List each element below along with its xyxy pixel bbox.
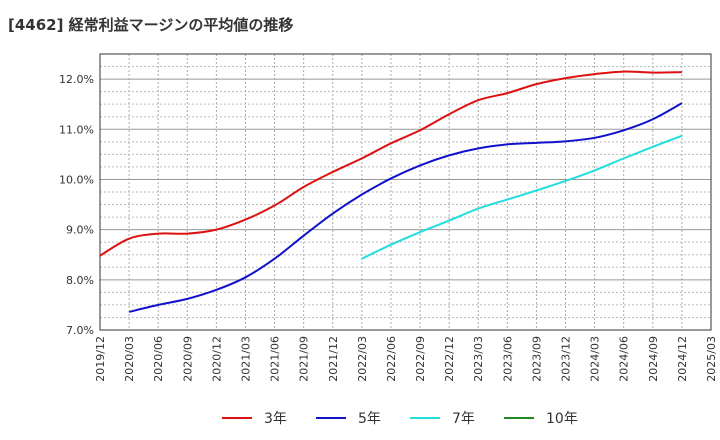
series-line-1 (99, 70, 682, 257)
x-tick-label: 2020/06 (152, 336, 165, 382)
legend-swatch (504, 417, 534, 419)
x-tick-label: 2020/12 (210, 336, 223, 382)
legend-item: 3年 (222, 408, 287, 428)
x-tick-label: 2022/03 (356, 336, 369, 382)
x-tick-label: 2024/03 (589, 336, 602, 382)
legend-label: 5年 (358, 411, 381, 427)
y-tick-label: 11.0% (59, 123, 94, 136)
x-tick-label: 2022/09 (414, 336, 427, 382)
series-line-2 (128, 102, 683, 313)
plot-frame (99, 53, 712, 331)
x-tick-label: 2021/12 (327, 336, 340, 382)
y-tick-label: 10.0% (59, 173, 94, 186)
x-tick-label: 2021/09 (298, 336, 311, 382)
series-line-3 (361, 134, 683, 260)
legend-item: 10年 (504, 408, 578, 428)
x-tick-label: 2022/12 (443, 336, 456, 382)
legend-label: 3年 (264, 411, 287, 427)
legend-label: 10年 (546, 411, 578, 427)
x-tick-label: 2020/09 (181, 336, 194, 382)
x-tick-label: 2020/03 (123, 336, 136, 382)
chart-title: [4462] 経常利益マージンの平均値の推移 (8, 16, 294, 34)
x-tick-label: 2023/03 (472, 336, 485, 382)
x-tick-label: 2024/12 (676, 336, 689, 382)
legend-swatch (222, 417, 252, 419)
x-tick-label: 2021/06 (269, 336, 282, 382)
legend-swatch (316, 417, 346, 419)
x-tick-label: 2023/09 (530, 336, 543, 382)
x-tick-label: 2024/06 (618, 336, 631, 382)
legend-item: 5年 (316, 408, 381, 428)
y-tick-label: 8.0% (66, 274, 94, 287)
x-tick-label: 2021/03 (239, 336, 252, 382)
y-tick-label: 7.0% (66, 324, 94, 337)
x-tick-label: 2025/03 (705, 336, 718, 382)
x-tick-label: 2024/09 (647, 336, 660, 382)
x-tick-label: 2022/06 (385, 336, 398, 382)
y-tick-label: 9.0% (66, 224, 94, 237)
y-tick-label: 12.0% (59, 73, 94, 86)
x-tick-label: 2019/12 (94, 336, 107, 382)
legend-item: 7年 (410, 408, 475, 428)
x-tick-label: 2023/12 (560, 336, 573, 382)
legend-swatch (410, 417, 440, 419)
legend-label: 7年 (452, 411, 475, 427)
x-tick-label: 2023/06 (501, 336, 514, 382)
